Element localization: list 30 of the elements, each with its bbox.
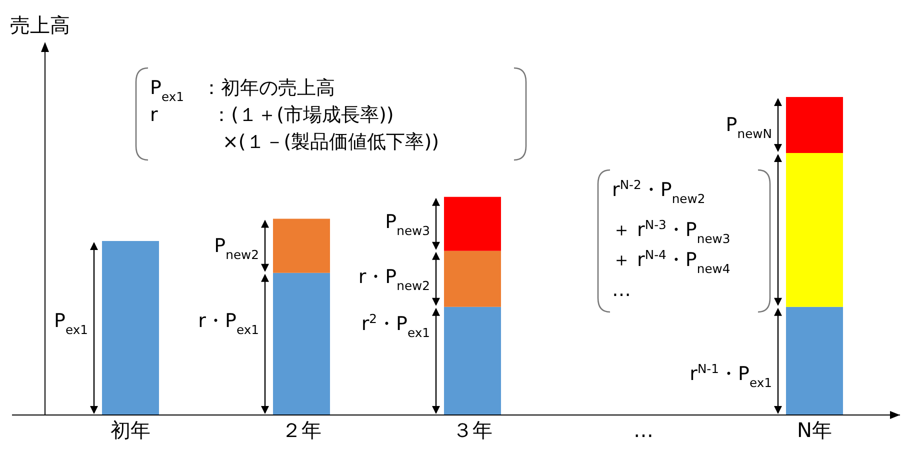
annotation: ×(１－(製品価値低下率)) <box>150 131 440 153</box>
annotation: r ：(１＋(市場成長率)) <box>150 104 394 126</box>
annotation: r$^{N-1}$・P$_{ex1}$ <box>690 362 772 390</box>
text: P$_{ex1}$ ：初年の売上高 <box>150 77 336 104</box>
x-tick-label: ３年 <box>452 418 492 442</box>
annotation: ＋ r$^{N-3}$・P$_{new3}$ <box>612 218 730 246</box>
annotation: r・P$_{new2}$ <box>358 266 430 293</box>
annotation: r・P$_{ex1}$ <box>198 310 259 337</box>
x-tick-label: 初年 <box>110 418 150 442</box>
x-tick-label: ２年 <box>282 418 322 442</box>
annotation: P$_{new3}$ <box>385 211 430 238</box>
bar <box>444 250 501 307</box>
annotation: P$_{ex1}$ <box>54 310 88 337</box>
bar <box>444 196 501 251</box>
x-tick-label: N年 <box>797 418 832 442</box>
bar <box>786 97 843 153</box>
bar <box>786 152 843 307</box>
annotation: P$_{newN}$ <box>726 114 772 141</box>
annotation: ＋ r$^{N-4}$・P$_{new4}$ <box>612 248 730 276</box>
y-axis-title: 売上高 <box>10 13 70 37</box>
bar <box>786 306 843 415</box>
annotation: r$^{N-2}$・P$_{new2}$ <box>612 178 706 206</box>
annotation: r$^{2}$・P$_{ex1}$ <box>361 312 430 340</box>
bar <box>444 306 501 415</box>
bar <box>273 218 330 273</box>
annotation: … <box>612 279 631 301</box>
bar <box>273 272 330 415</box>
x-tick-label: … <box>634 418 654 442</box>
bar <box>102 241 159 415</box>
annotation: P$_{new2}$ <box>214 235 259 262</box>
